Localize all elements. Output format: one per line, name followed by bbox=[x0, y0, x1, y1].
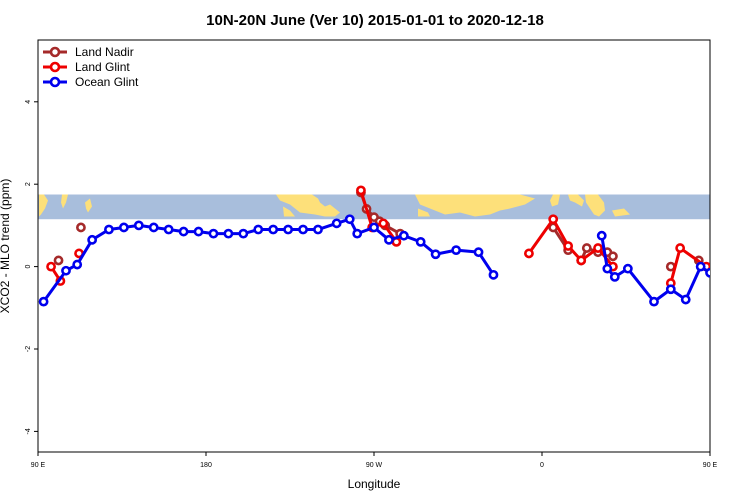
data-point bbox=[729, 236, 736, 243]
data-point bbox=[649, 296, 659, 307]
data-point bbox=[548, 214, 559, 225]
data-point bbox=[593, 243, 603, 253]
data-point bbox=[695, 261, 706, 272]
data-point bbox=[118, 222, 129, 233]
land-mass bbox=[568, 194, 584, 207]
data-point bbox=[53, 255, 64, 266]
data-point bbox=[451, 245, 462, 256]
data-point bbox=[609, 271, 620, 282]
series-ocean-glint bbox=[38, 214, 750, 307]
y-tick-label: 4 bbox=[25, 100, 32, 104]
x-tick-label: 90 E bbox=[31, 462, 46, 469]
data-point bbox=[223, 228, 234, 239]
data-point bbox=[253, 224, 264, 235]
data-point bbox=[744, 226, 750, 233]
data-point bbox=[163, 224, 174, 235]
land-mass bbox=[283, 206, 295, 217]
x-axis-title: Longitude bbox=[348, 477, 401, 491]
data-point bbox=[38, 296, 49, 307]
data-point bbox=[87, 234, 98, 245]
data-point bbox=[208, 228, 219, 239]
x-tick-label: 0 bbox=[540, 462, 544, 469]
data-point bbox=[344, 214, 355, 225]
data-point bbox=[356, 185, 366, 196]
legend-marker bbox=[49, 76, 61, 88]
data-point bbox=[602, 263, 613, 274]
data-point bbox=[415, 236, 426, 247]
land-mass bbox=[85, 198, 92, 213]
data-point bbox=[384, 234, 394, 245]
chart-title: 10N-20N June (Ver 10) 2015-01-01 to 2020… bbox=[206, 12, 544, 29]
y-tick-label: -2 bbox=[25, 346, 32, 352]
data-point bbox=[193, 226, 204, 237]
data-point bbox=[298, 224, 308, 235]
y-axis-title: XCO2 - MLO trend (ppm) bbox=[0, 179, 12, 314]
data-point bbox=[72, 259, 83, 270]
land-mass bbox=[550, 194, 560, 207]
data-point bbox=[104, 224, 114, 235]
x-tick-label: 180 bbox=[200, 462, 212, 469]
land-mass bbox=[612, 208, 630, 217]
data-point bbox=[238, 228, 249, 239]
data-point bbox=[148, 222, 159, 233]
data-point bbox=[488, 269, 499, 280]
data-point bbox=[563, 241, 574, 251]
plot-frame bbox=[37, 39, 711, 453]
legend-label: Land Glint bbox=[75, 60, 130, 74]
y-tick-label: 2 bbox=[25, 182, 32, 186]
data-point bbox=[268, 224, 279, 235]
data-point bbox=[712, 277, 719, 284]
legend-label: Ocean Glint bbox=[75, 75, 139, 89]
land-mass bbox=[415, 194, 535, 217]
data-point bbox=[524, 248, 534, 259]
land-mass bbox=[39, 194, 48, 217]
series-line bbox=[669, 246, 710, 284]
series-line bbox=[600, 235, 710, 304]
data-point bbox=[378, 218, 389, 229]
land-mass bbox=[418, 208, 430, 217]
data-point bbox=[705, 267, 710, 278]
legend-label: Land Nadir bbox=[75, 45, 134, 59]
y-axis: -4 -2 0 2 4 bbox=[25, 100, 38, 435]
land-mass bbox=[276, 194, 340, 217]
data-point bbox=[727, 250, 734, 257]
data-point bbox=[46, 261, 56, 272]
data-point bbox=[133, 220, 144, 231]
legend-marker bbox=[49, 46, 61, 58]
data-point bbox=[76, 222, 86, 233]
data-point bbox=[718, 261, 725, 268]
data-point bbox=[680, 294, 691, 305]
data-point bbox=[331, 218, 342, 229]
data-point bbox=[665, 284, 676, 295]
x-tick-label: 90 E bbox=[703, 462, 718, 469]
legend-marker bbox=[49, 61, 61, 73]
data-point bbox=[313, 224, 323, 235]
data-point bbox=[729, 224, 736, 231]
data-point bbox=[608, 251, 618, 262]
land-mass bbox=[585, 194, 605, 217]
land-mass bbox=[61, 194, 68, 209]
data-point bbox=[576, 255, 587, 266]
data-point bbox=[596, 230, 607, 241]
data-point bbox=[473, 247, 484, 258]
data-point bbox=[283, 224, 294, 235]
data-point bbox=[398, 230, 409, 241]
data-point bbox=[430, 249, 441, 260]
data-point bbox=[675, 243, 686, 253]
data-point bbox=[352, 228, 363, 239]
y-tick-label: -4 bbox=[25, 428, 32, 434]
data-point bbox=[369, 222, 379, 233]
data-point bbox=[581, 243, 592, 253]
data-point bbox=[622, 263, 633, 274]
y-tick-label: 0 bbox=[25, 265, 32, 269]
series-layer bbox=[38, 185, 750, 307]
data-point bbox=[178, 226, 189, 237]
data-point bbox=[61, 265, 71, 276]
x-tick-label: 90 W bbox=[366, 462, 383, 469]
